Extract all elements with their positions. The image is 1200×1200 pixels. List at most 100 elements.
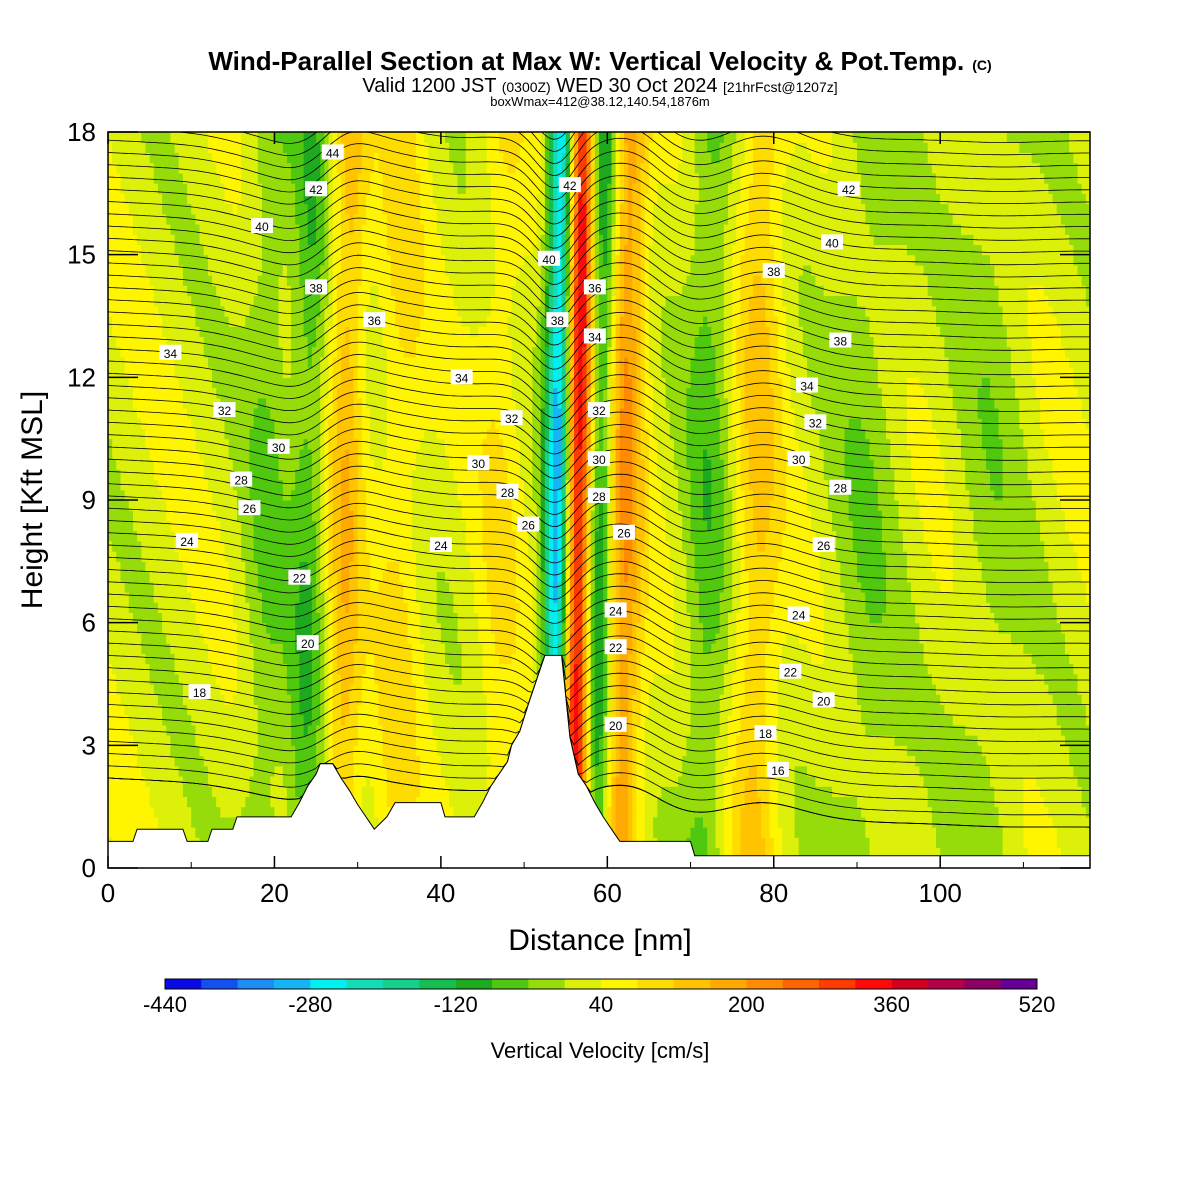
velocity-cell (153, 479, 159, 491)
velocity-cell (195, 776, 201, 787)
velocity-cell (274, 540, 280, 552)
velocity-cell (212, 632, 217, 644)
velocity-cell (228, 530, 234, 542)
velocity-cell (311, 500, 317, 511)
velocity-cell (336, 643, 342, 654)
velocity-cell (345, 213, 350, 225)
velocity-cell (245, 193, 251, 205)
velocity-cell (395, 673, 400, 685)
velocity-cell (386, 275, 392, 286)
velocity-cell (353, 397, 359, 409)
velocity-cell (141, 377, 147, 389)
velocity-cell (237, 612, 242, 624)
velocity-cell (174, 234, 180, 245)
velocity-cell (174, 806, 180, 818)
velocity-cell (228, 285, 234, 297)
velocity-cell (366, 530, 371, 542)
velocity-cell (345, 530, 350, 542)
velocity-cell (237, 663, 242, 675)
velocity-cell (137, 632, 142, 644)
velocity-cell (203, 428, 209, 440)
velocity-cell (332, 612, 338, 624)
velocity-cell (216, 305, 221, 317)
velocity-cell (257, 356, 263, 368)
velocity-cell (120, 735, 126, 746)
velocity-cell (178, 663, 184, 675)
velocity-cell (245, 704, 251, 716)
velocity-cell (378, 581, 384, 593)
velocity-cell (212, 561, 217, 573)
velocity-cell (311, 438, 317, 450)
velocity-cell (182, 418, 188, 429)
velocity-cell (157, 530, 163, 542)
velocity-cell (128, 806, 134, 818)
velocity-cell (316, 326, 321, 337)
velocity-cell (262, 193, 267, 205)
velocity-cell (112, 275, 117, 286)
velocity-cell (182, 356, 188, 368)
velocity-cell (332, 367, 338, 378)
velocity-cell (141, 479, 147, 491)
velocity-cell (216, 765, 221, 777)
velocity-cell (166, 213, 172, 225)
velocity-cell (174, 694, 180, 705)
velocity-cell (153, 581, 159, 593)
velocity-cell (178, 684, 184, 695)
velocity-cell (128, 469, 134, 481)
velocity-cell (253, 408, 259, 419)
velocity-cell (270, 571, 276, 583)
velocity-cell (349, 152, 355, 164)
velocity-cell (378, 643, 384, 654)
velocity-cell (266, 561, 271, 573)
velocity-cell (108, 602, 113, 613)
velocity-cell (207, 418, 213, 429)
velocity-cell (291, 346, 296, 358)
velocity-cell (237, 275, 242, 286)
velocity-cell (133, 500, 138, 511)
velocity-cell (299, 673, 305, 685)
velocity-cell (366, 336, 371, 348)
velocity-cell (133, 510, 138, 521)
velocity-cell (307, 489, 313, 501)
velocity-cell (187, 438, 192, 450)
velocity-cell (299, 581, 305, 593)
velocity-cell (257, 765, 263, 777)
velocity-cell (374, 735, 380, 746)
velocity-cell (332, 172, 338, 184)
velocity-cell (320, 592, 325, 603)
velocity-cell (266, 397, 271, 409)
velocity-cell (112, 387, 117, 399)
velocity-cell (345, 203, 350, 215)
velocity-cell (253, 397, 259, 409)
velocity-cell (270, 326, 276, 337)
velocity-cell (232, 459, 238, 470)
velocity-cell (108, 745, 113, 757)
velocity-cell (291, 152, 296, 164)
velocity-cell (153, 172, 159, 184)
velocity-cell (120, 285, 126, 297)
velocity-cell (274, 663, 280, 675)
velocity-cell (212, 653, 217, 665)
velocity-cell (382, 479, 388, 491)
velocity-cell (291, 316, 296, 327)
velocity-cell (336, 755, 342, 767)
velocity-cell (120, 684, 126, 695)
velocity-cell (212, 765, 217, 777)
velocity-cell (282, 234, 288, 245)
velocity-cell (278, 193, 284, 205)
velocity-cell (116, 724, 122, 736)
velocity-cell (291, 428, 296, 440)
velocity-cell (357, 346, 363, 358)
velocity-cell (220, 653, 226, 665)
velocity-cell (137, 684, 142, 695)
velocity-cell (128, 213, 134, 225)
velocity-cell (224, 500, 230, 511)
velocity-cell (195, 162, 201, 174)
velocity-cell (191, 387, 196, 399)
velocity-cell (187, 183, 192, 194)
velocity-cell (232, 377, 238, 389)
velocity-cell (295, 459, 300, 470)
velocity-cell (257, 735, 263, 746)
velocity-cell (274, 203, 280, 215)
velocity-cell (191, 356, 196, 368)
